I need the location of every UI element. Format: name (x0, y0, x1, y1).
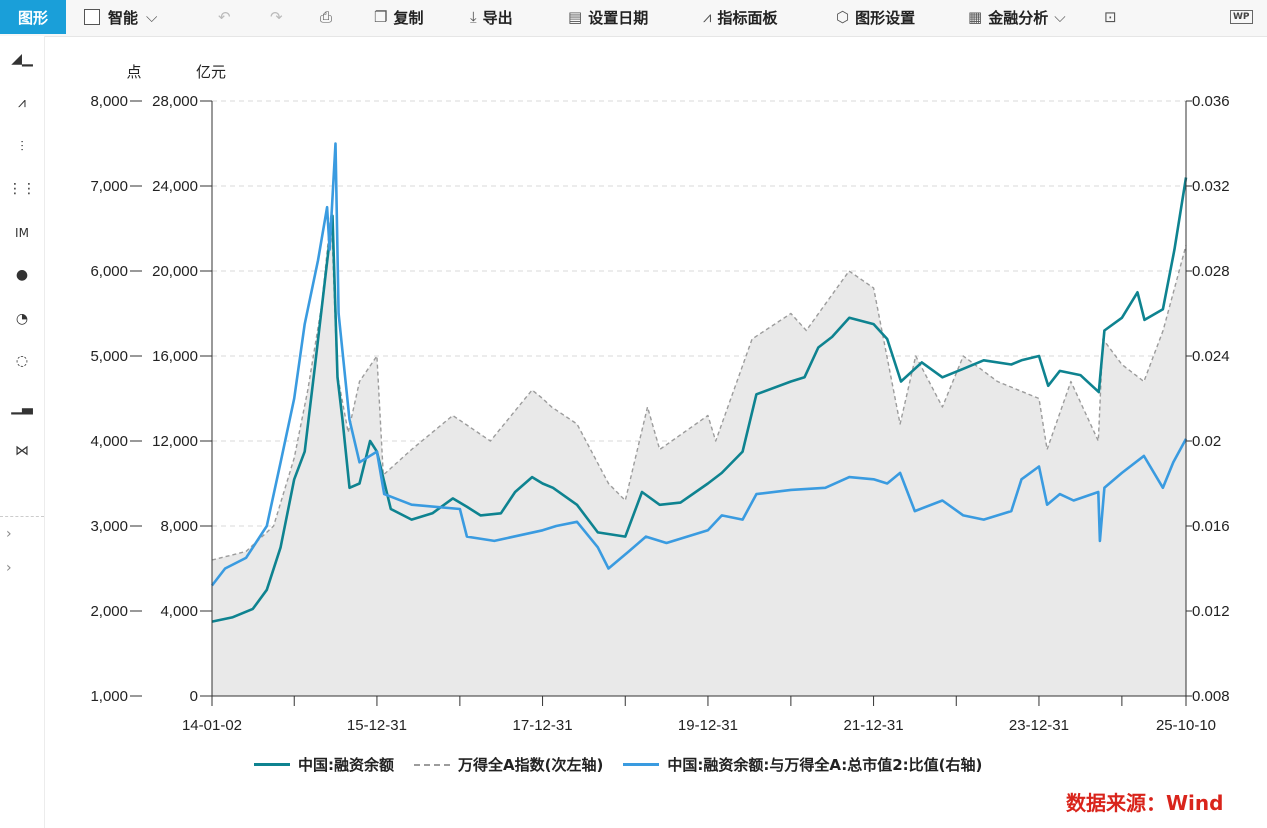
calendar-icon: ▤ (568, 8, 583, 26)
x-tick-label: 21-12-31 (844, 717, 904, 734)
export-button[interactable]: ⤓ 导出 (470, 0, 513, 34)
x-tick-label: 19-12-31 (678, 717, 738, 734)
right-tick-label: 0.008 (1192, 688, 1230, 705)
left-outer-tick-label: 8,000 (90, 93, 128, 110)
x-tick-label: 17-12-31 (513, 717, 573, 734)
left-outer-tick-label: 1,000 (90, 688, 128, 705)
export-label: 导出 (482, 8, 513, 27)
print-icon[interactable]: ⎙ (320, 8, 333, 26)
right-tick-label: 0.012 (1192, 603, 1230, 620)
x-tick-label: 23-12-31 (1009, 717, 1069, 734)
toolbar: 图形 智能 ⌵ ↶ ↷ ⎙ ❐ 复制 ⤓ 导出 ▤ 设置日期 ⩘ 指标面板 ⬡ … (0, 0, 1267, 37)
financial-analysis-menu[interactable]: ▦ 金融分析 ⌵ (968, 0, 1072, 34)
legend-swatch-blue (623, 763, 660, 766)
scatter-icon[interactable]: ● (15, 267, 29, 283)
indicator-panel-label: 指标面板 (717, 8, 778, 27)
indicator-panel-button[interactable]: ⩘ 指标面板 (703, 0, 777, 34)
x-tick-label: 25-10-10 (1156, 717, 1216, 734)
stacked-bar-icon[interactable]: ⋮⋮ (8, 181, 36, 197)
index-area-fill (212, 211, 1186, 696)
legend-swatch-teal (254, 763, 290, 766)
bar-chart-icon[interactable]: ⫶ (20, 139, 24, 155)
download-icon: ⤓ (470, 8, 477, 26)
chart-settings-label: 图形设置 (855, 8, 916, 27)
im-icon[interactable]: IM (10, 222, 34, 244)
x-tick-label: 14-01-02 (182, 717, 242, 734)
left-inner-tick-label: 28,000 (152, 93, 198, 110)
left-inner-tick-label: 4,000 (160, 603, 198, 620)
copy-label: 复制 (393, 8, 424, 27)
set-date-button[interactable]: ▤ 设置日期 (568, 0, 648, 34)
redo-icon[interactable]: ↷ (270, 8, 283, 26)
legend-label: 万得全A指数(次左轴) (458, 756, 604, 774)
legend-item-ratio[interactable]: 中国:融资余额:与万得全A:总市值2:比值(右轴) (623, 754, 982, 775)
left-inner-tick-label: 12,000 (152, 433, 198, 450)
chevron-down-icon: ⌵ (1054, 8, 1066, 26)
right-tick-label: 0.02 (1192, 433, 1221, 450)
left-inner-tick-label: 16,000 (152, 348, 198, 365)
left-inner-tick-label: 24,000 (152, 178, 198, 195)
data-source: 数据来源：Wind (1066, 791, 1224, 815)
left-inner-tick-label: 8,000 (160, 518, 198, 535)
trend-icon: ⩘ (703, 8, 712, 26)
smart-toggle[interactable]: 智能 ⌵ (84, 0, 163, 34)
left-inner-tick-label: 0 (190, 688, 198, 705)
legend-label: 中国:融资余额 (298, 756, 394, 774)
smart-checkbox[interactable] (84, 9, 100, 25)
wps-button[interactable]: WP (1230, 0, 1253, 34)
left-inner-tick-label: 20,000 (152, 263, 198, 280)
legend-item-wind-a-index[interactable]: 万得全A指数(次左轴) (414, 754, 603, 775)
left-outer-tick-label: 3,000 (90, 518, 128, 535)
series-line-margin-balance (211, 177, 1188, 623)
expand-icon[interactable]: ⊡ (1104, 8, 1117, 26)
chevron-right-icon[interactable]: › (6, 560, 12, 576)
legend-swatch-gray (414, 763, 450, 766)
histogram-icon[interactable]: ▁▃ (11, 399, 33, 415)
chart-legend: 中国:融资余额 万得全A指数(次左轴) 中国:融资余额:与万得全A:总市值2:比… (254, 754, 1002, 775)
copy-button[interactable]: ❐ 复制 (374, 0, 423, 34)
left-outer-tick-label: 6,000 (90, 263, 128, 280)
legend-label: 中国:融资余额:与万得全A:总市值2:比值(右轴) (667, 756, 983, 774)
undo-icon[interactable]: ↶ (218, 8, 231, 26)
ring-icon[interactable]: ◌ (15, 353, 29, 369)
left-inner-unit-label: 亿元 (196, 64, 226, 81)
line-chart-icon[interactable]: ⩘ (18, 95, 26, 111)
financial-analysis-label: 金融分析 (988, 8, 1049, 27)
right-tick-label: 0.028 (1192, 263, 1230, 280)
chevron-down-icon[interactable]: ⌵ (146, 8, 158, 26)
legend-item-margin-balance[interactable]: 中国:融资余额 (254, 754, 394, 775)
wps-badge: WP (1230, 10, 1253, 24)
analysis-icon: ▦ (968, 8, 983, 26)
left-outer-unit-label: 点 (126, 64, 141, 81)
chart-settings-button[interactable]: ⬡ 图形设置 (836, 0, 915, 34)
im-label: IM (15, 226, 29, 240)
left-outer-tick-label: 5,000 (90, 348, 128, 365)
right-tick-label: 0.032 (1192, 178, 1230, 195)
series-line-ratio (210, 142, 1188, 587)
sidebar-divider (0, 516, 44, 517)
pie-icon[interactable]: ◔ (15, 311, 29, 327)
shape-settings-icon: ⬡ (836, 8, 850, 26)
left-outer-tick-label: 7,000 (90, 178, 128, 195)
area-chart-icon[interactable]: ◢▁ (11, 51, 33, 67)
bowtie-icon[interactable]: ⋈ (15, 443, 29, 459)
chevron-right-icon[interactable]: › (6, 526, 12, 542)
copy-icon: ❐ (374, 8, 388, 26)
left-outer-tick-label: 4,000 (90, 433, 128, 450)
chart-type-sidebar: ◢▁ ⩘ ⫶ ⋮⋮ IM ● ◔ ◌ ▁▃ ⋈ › › (0, 36, 45, 828)
right-tick-label: 0.024 (1192, 348, 1230, 365)
right-tick-label: 0.036 (1192, 93, 1230, 110)
right-tick-label: 0.016 (1192, 518, 1230, 535)
chart-tab-label: 图形 (17, 8, 48, 27)
set-date-label: 设置日期 (588, 8, 649, 27)
tab-chart[interactable]: 图形 (0, 0, 66, 34)
smart-label: 智能 (108, 8, 139, 27)
x-tick-label: 15-12-31 (347, 717, 407, 734)
left-outer-tick-label: 2,000 (90, 603, 128, 620)
